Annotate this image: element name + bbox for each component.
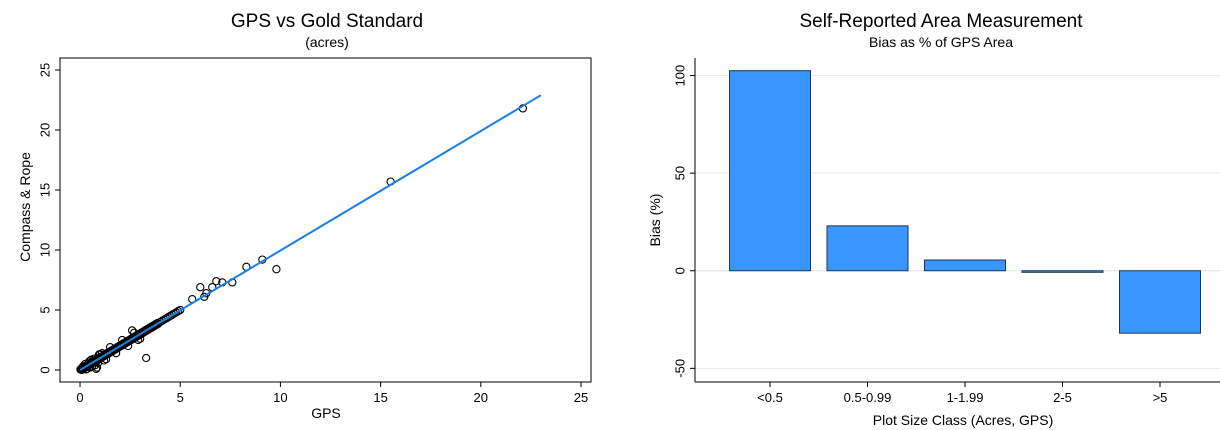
data-point (144, 325, 153, 334)
y-tick-label: -50 (673, 359, 688, 378)
data-point (117, 341, 127, 350)
data-point (138, 329, 147, 338)
data-point (142, 353, 151, 363)
data-point (158, 316, 167, 325)
x-tick-label: 5 (177, 390, 184, 405)
data-point (166, 311, 175, 321)
y-tick-label: 25 (38, 63, 53, 77)
y-tick-label: 0 (673, 267, 688, 274)
data-point (111, 344, 121, 354)
scatter-x-axis: 0 5 10 15 20 25 (76, 382, 588, 405)
x-tick-label: 20 (474, 390, 488, 405)
data-point (127, 326, 137, 335)
y-tick-label: 20 (38, 123, 53, 137)
scatter-title: GPS vs Gold Standard (231, 11, 423, 32)
x-tick-label: >5 (1153, 390, 1168, 405)
data-point (105, 348, 115, 357)
data-point (105, 343, 115, 352)
data-point (156, 317, 165, 327)
scatter-x-axis-label: GPS (311, 405, 341, 421)
data-point (150, 322, 159, 331)
data-point (129, 334, 139, 343)
data-point (170, 309, 179, 318)
x-tick-label: 25 (574, 390, 588, 405)
bar-title: Self-Reported Area Measurement (799, 11, 1083, 32)
bar-y-axis: -50 0 50 100 (673, 65, 695, 378)
data-point (107, 347, 117, 356)
scatter-subtitle: (acres) (305, 34, 349, 50)
scatter-chart: GPS vs Gold Standard (acres) 0510152025 … (17, 11, 592, 421)
x-tick-label: 1-1.99 (947, 390, 984, 405)
y-tick-label: 100 (673, 65, 688, 87)
x-tick-label: 2-5 (1053, 390, 1072, 405)
bar-chart: Self-Reported Area Measurement Bias as %… (647, 11, 1220, 428)
data-point (162, 314, 171, 323)
data-point (176, 305, 185, 315)
data-point (129, 328, 139, 337)
data-point (272, 265, 281, 274)
scatter-y-axis-label: Compass & Rope (17, 152, 33, 262)
y-tick-label: 15 (38, 183, 53, 197)
scatter-points (76, 104, 528, 375)
scatter-fit (79, 94, 542, 371)
data-point (125, 336, 135, 345)
fit-line (79, 94, 542, 371)
data-point (91, 364, 101, 373)
data-point (140, 328, 149, 337)
data-point (160, 315, 169, 324)
data-point (196, 283, 205, 292)
bar (924, 259, 1006, 272)
data-point (92, 363, 102, 372)
bar-y-axis-label: Bias (%) (647, 194, 663, 247)
data-point (164, 313, 173, 322)
y-tick-label: 0 (38, 366, 53, 373)
data-point (113, 343, 123, 352)
data-point (172, 308, 181, 317)
x-tick-label: 10 (273, 390, 287, 405)
data-point (119, 340, 129, 349)
bar (1119, 270, 1201, 334)
bar-subtitle: Bias as % of GPS Area (869, 34, 1013, 50)
data-point (95, 354, 105, 363)
y-tick-label: 50 (673, 166, 688, 180)
data-point (168, 310, 177, 319)
data-point (123, 337, 133, 346)
y-tick-label: 5 (38, 306, 53, 313)
data-point (212, 277, 221, 286)
data-point (142, 326, 151, 336)
data-point (148, 323, 157, 332)
bar (826, 225, 909, 272)
bar (1021, 270, 1104, 273)
bar-x-axis-label: Plot Size Class (Acres, GPS) (873, 412, 1054, 428)
x-tick-label: 0 (76, 390, 83, 405)
y-tick-label: 10 (38, 243, 53, 257)
data-point (174, 307, 183, 316)
x-tick-label: 0.5-0.99 (844, 390, 892, 405)
bar-bars (729, 70, 1201, 334)
data-point (146, 324, 155, 333)
bar (729, 70, 811, 272)
data-point (136, 330, 145, 339)
data-point (117, 335, 127, 345)
x-tick-label: <0.5 (757, 390, 783, 405)
bar-x-axis: <0.5 0.5-0.99 1-1.99 2-5 >5 (757, 382, 1167, 405)
x-tick-label: 15 (373, 390, 387, 405)
scatter-y-axis: 0 5 10 15 20 25 (38, 63, 60, 374)
